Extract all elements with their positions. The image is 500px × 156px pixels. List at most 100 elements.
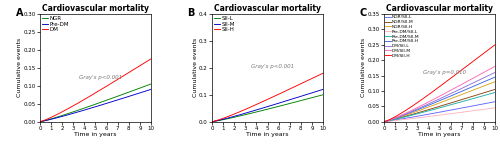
SII-H — [277, 93, 283, 95]
Text: B: B — [188, 8, 195, 18]
Pre-DM/SII-M — [381, 121, 387, 123]
DM/SII-L — [381, 121, 387, 123]
Pre-DM/SII-L — [474, 109, 480, 111]
NGR — [38, 121, 44, 123]
DM/SII-H — [492, 44, 498, 46]
NGR/SII-M — [492, 88, 498, 90]
X-axis label: Time in years: Time in years — [74, 132, 116, 137]
SII-H — [320, 72, 326, 74]
Y-axis label: Cumulative events: Cumulative events — [192, 38, 198, 98]
Line: SII-L: SII-L — [212, 95, 323, 122]
SII-L — [310, 97, 316, 98]
SII-M — [302, 94, 308, 96]
NGR — [102, 100, 108, 102]
Y-axis label: Cumulative events: Cumulative events — [361, 38, 366, 98]
Pre-DM/SII-M — [492, 92, 498, 93]
Pre-DM — [138, 92, 143, 94]
DM/SII-L — [482, 77, 488, 78]
DM — [102, 86, 108, 88]
Line: NGR/SII-M: NGR/SII-M — [384, 89, 495, 122]
Pre-DM/SII-L — [382, 121, 388, 123]
Line: NGR/SII-L: NGR/SII-L — [384, 102, 495, 122]
X-axis label: Time in years: Time in years — [246, 132, 289, 137]
SII-L — [210, 121, 216, 123]
SII-H — [210, 121, 216, 123]
DM — [138, 64, 143, 66]
NGR/SII-H — [446, 98, 452, 100]
DM/SII-L — [447, 93, 453, 95]
SII-L — [277, 105, 283, 107]
NGR/SII-H — [474, 88, 480, 89]
Pre-DM — [37, 121, 43, 123]
DM/SII-M — [474, 75, 480, 77]
Pre-DM/SII-H — [446, 95, 452, 97]
NGR — [148, 83, 154, 85]
DM/SII-H — [482, 52, 488, 54]
Line: DM/SII-M: DM/SII-M — [384, 66, 495, 122]
Line: Pre-DM/SII-L: Pre-DM/SII-L — [384, 108, 495, 122]
Title: Cardiovascular mortality: Cardiovascular mortality — [386, 4, 493, 13]
NGR/SII-M — [446, 102, 452, 104]
DM/SII-M — [381, 121, 387, 123]
DM/SII-L — [474, 80, 480, 82]
Pre-DM — [130, 94, 136, 96]
Pre-DM — [103, 103, 109, 105]
Text: C: C — [360, 8, 367, 18]
SII-M — [310, 92, 316, 94]
NGR — [105, 99, 111, 101]
Pre-DM/SII-M — [474, 96, 480, 98]
Pre-DM/SII-L — [482, 108, 488, 110]
DM — [38, 121, 44, 123]
NGR/SII-M — [449, 102, 455, 104]
NGR/SII-L — [382, 121, 388, 123]
NGR/SII-L — [482, 103, 488, 105]
DM/SII-M — [382, 121, 388, 123]
SII-M — [274, 102, 280, 104]
Pre-DM/SII-H — [447, 95, 453, 97]
Pre-DM — [105, 102, 111, 104]
DM/SII-L — [492, 72, 498, 73]
NGR/SII-H — [492, 81, 498, 83]
SII-M — [209, 121, 215, 123]
X-axis label: Time in years: Time in years — [418, 132, 461, 137]
NGR/SII-M — [482, 92, 488, 94]
NGR/SII-L — [446, 109, 452, 111]
SII-H — [275, 94, 281, 95]
NGR/SII-L — [381, 121, 387, 123]
DM/SII-M — [482, 71, 488, 73]
DM/SII-L — [446, 93, 452, 95]
Legend: SII-L, SII-M, SII-H: SII-L, SII-M, SII-H — [213, 15, 236, 33]
Line: SII-M: SII-M — [212, 89, 323, 122]
Line: SII-H: SII-H — [212, 73, 323, 122]
Pre-DM/SII-M — [482, 94, 488, 96]
Pre-DM/SII-H — [449, 95, 455, 96]
Pre-DM/SII-H — [382, 121, 388, 123]
DM/SII-H — [447, 78, 453, 80]
Title: Cardiovascular mortality: Cardiovascular mortality — [42, 4, 149, 13]
SII-L — [274, 106, 280, 107]
DM/SII-H — [382, 121, 388, 123]
Line: Pre-DM: Pre-DM — [40, 89, 151, 122]
Pre-DM — [148, 88, 154, 90]
Pre-DM/SII-H — [474, 84, 480, 85]
SII-M — [275, 102, 281, 104]
NGR/SII-M — [382, 121, 388, 123]
Pre-DM/SII-L — [446, 113, 452, 115]
SII-L — [209, 121, 215, 123]
Title: Cardiovascular mortality: Cardiovascular mortality — [214, 4, 321, 13]
DM/SII-M — [446, 90, 452, 92]
NGR/SII-M — [447, 102, 453, 104]
Text: Gray's p<0.001: Gray's p<0.001 — [251, 64, 294, 69]
SII-L — [302, 98, 308, 100]
NGR/SII-L — [449, 109, 455, 111]
Line: DM: DM — [40, 59, 151, 122]
Pre-DM/SII-M — [449, 104, 455, 105]
DM/SII-M — [447, 90, 453, 92]
NGR/SII-M — [474, 94, 480, 96]
Line: NGR: NGR — [40, 84, 151, 122]
DM/SII-H — [449, 76, 455, 78]
DM — [103, 85, 109, 87]
Pre-DM — [102, 103, 108, 105]
DM/SII-H — [446, 78, 452, 80]
DM/SII-L — [382, 121, 388, 123]
